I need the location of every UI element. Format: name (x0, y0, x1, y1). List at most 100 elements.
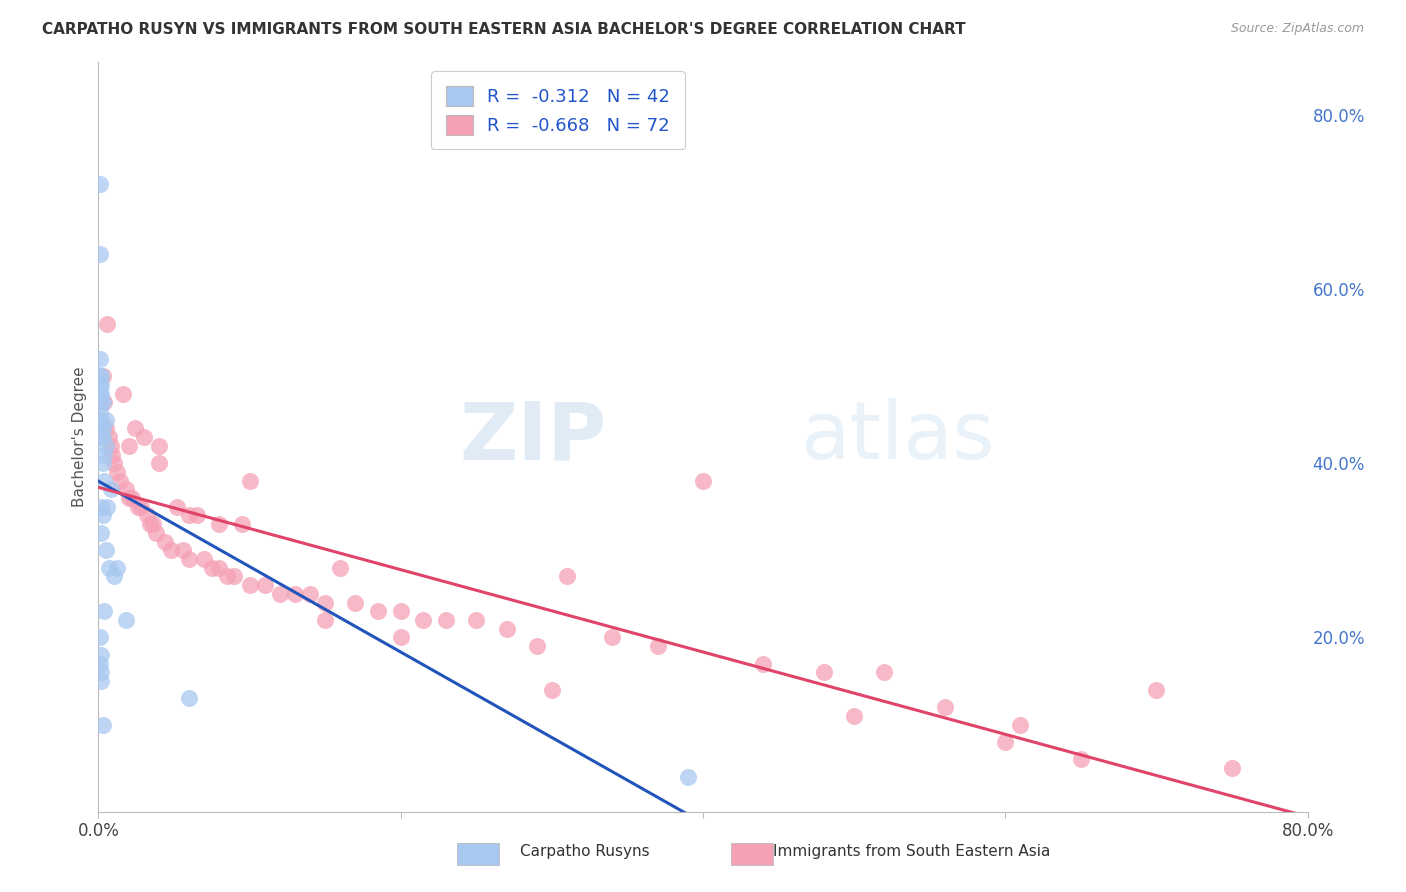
Point (193, 552, 215, 566)
Text: CARPATHO RUSYN VS IMMIGRANTS FROM SOUTH EASTERN ASIA BACHELOR'S DEGREE CORRELATI: CARPATHO RUSYN VS IMMIGRANTS FROM SOUTH … (42, 22, 966, 37)
Point (495, 622, 517, 636)
Text: Immigrants from South Eastern Asia: Immigrants from South Eastern Asia (773, 845, 1050, 859)
Point (91, 430, 114, 444)
Point (434, 613, 457, 627)
Point (142, 517, 165, 532)
Point (208, 517, 231, 532)
Point (100, 483, 122, 497)
Point (89, 404, 111, 418)
Point (676, 770, 699, 784)
Point (90, 673, 112, 688)
Point (100, 439, 122, 453)
Point (91, 456, 114, 470)
Point (389, 604, 412, 618)
Point (148, 456, 170, 470)
Point (412, 613, 434, 627)
Point (94, 412, 117, 426)
Point (89, 395, 111, 409)
Text: ZIP: ZIP (458, 398, 606, 476)
Point (179, 691, 201, 706)
Point (89, 369, 111, 384)
Point (89, 631, 111, 645)
Point (90, 430, 112, 444)
Point (844, 709, 866, 723)
Point (114, 483, 136, 497)
Point (89, 377, 111, 392)
Point (367, 604, 389, 618)
Point (101, 448, 124, 462)
Point (752, 657, 775, 671)
Point (98, 561, 121, 575)
Point (94, 543, 117, 558)
Point (103, 569, 125, 583)
Point (94, 439, 117, 453)
Point (121, 491, 143, 505)
Point (139, 517, 162, 532)
Point (90, 665, 112, 680)
Point (201, 561, 224, 575)
Point (98, 430, 121, 444)
Point (127, 500, 149, 514)
Point (89, 386, 111, 401)
Point (89, 247, 111, 261)
Point (111, 386, 134, 401)
Point (93, 474, 115, 488)
Point (239, 474, 262, 488)
Point (105, 465, 128, 479)
Point (284, 587, 307, 601)
Point (96, 317, 118, 331)
Point (314, 613, 336, 627)
Point (132, 430, 155, 444)
Point (329, 561, 352, 575)
Point (93, 448, 115, 462)
Point (269, 587, 291, 601)
Point (873, 665, 896, 680)
Point (145, 525, 167, 540)
Text: Source: ZipAtlas.com: Source: ZipAtlas.com (1230, 22, 1364, 36)
Point (160, 543, 183, 558)
Point (89, 421, 111, 435)
Point (299, 587, 322, 601)
Point (692, 474, 714, 488)
Point (91, 508, 114, 523)
Point (93, 395, 115, 409)
Point (186, 508, 208, 523)
Point (602, 631, 624, 645)
Point (526, 639, 548, 653)
Point (172, 543, 194, 558)
Point (135, 508, 157, 523)
Point (647, 639, 669, 653)
Text: atlas: atlas (800, 398, 994, 476)
Point (231, 517, 253, 532)
Point (90, 386, 112, 401)
Point (465, 613, 488, 627)
Point (215, 569, 238, 583)
Point (253, 578, 276, 592)
Point (91, 395, 114, 409)
Point (93, 604, 115, 618)
Point (148, 439, 170, 453)
Point (114, 613, 136, 627)
Y-axis label: Bachelor's Degree: Bachelor's Degree (72, 367, 87, 508)
Text: Carpatho Rusyns: Carpatho Rusyns (520, 845, 650, 859)
Point (124, 421, 146, 435)
Point (153, 534, 176, 549)
Point (129, 500, 152, 514)
Legend: R =  -0.312   N = 42, R =  -0.668   N = 72: R = -0.312 N = 42, R = -0.668 N = 72 (432, 71, 685, 149)
Point (89, 412, 111, 426)
Point (224, 569, 246, 583)
Point (90, 525, 112, 540)
Point (179, 552, 201, 566)
Point (103, 456, 125, 470)
Point (1010, 717, 1032, 731)
Point (89, 657, 111, 671)
Point (389, 631, 412, 645)
Point (91, 369, 114, 384)
Point (91, 717, 114, 731)
Point (555, 569, 578, 583)
Point (94, 421, 117, 435)
Point (179, 508, 201, 523)
Point (118, 439, 141, 453)
Point (90, 648, 112, 662)
Point (344, 596, 367, 610)
